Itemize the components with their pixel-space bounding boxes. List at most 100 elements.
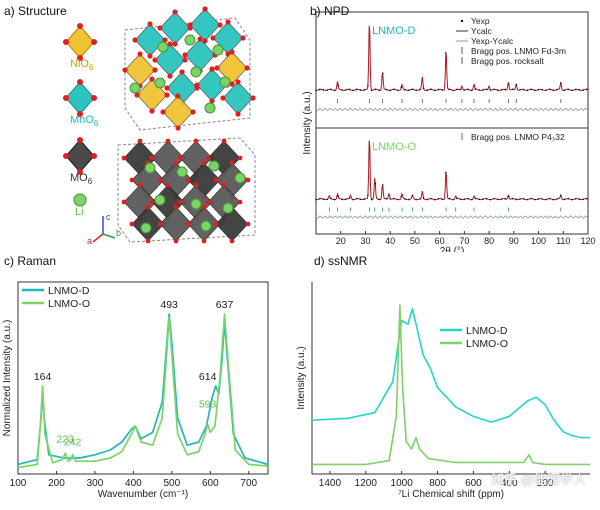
oxygen-atom [225,19,231,25]
npd-obs-point [433,89,436,92]
npd-obs-point [537,198,540,200]
oxygen-atom [167,41,173,47]
npd-frame [315,11,589,235]
npd-obs-point [415,198,417,201]
npd-obs-point [508,83,510,86]
npd-obs-point [367,84,369,87]
npd-obs-point [463,89,466,91]
npd-obs-point [482,198,484,201]
npd-obs-point [571,89,573,92]
npd-obs-point [404,198,406,200]
npd-obs-point [330,88,332,91]
x-axis-label: ⁷Li Chemical shift (ppm) [398,489,504,500]
oxygen-atom [229,81,235,87]
npd-obs-point [396,198,399,201]
npd-legend-text: Bragg pos. LNMO Fd-3m [471,46,566,56]
npd-obs-point [585,88,588,91]
oxygen-atom [217,22,223,28]
series-line-1 [312,304,590,466]
npd-obs-point [489,89,492,91]
npd-obs-point [548,197,551,200]
npd-obs-point [522,88,525,91]
oxygen-atom [229,238,235,244]
npd-obs-point [515,198,518,201]
series-line-0 [311,308,590,439]
npd-obs-point [467,197,469,200]
oxygen-atom [173,160,179,166]
npd-obs-point [359,198,362,201]
npd-obs-point [374,182,377,185]
npd-sample-label: LNMO-D [372,25,415,37]
oxygen-atom [244,65,250,71]
npd-obs-point [378,198,380,201]
npd-obs-point [567,197,570,200]
oxygen-atom [145,238,151,244]
axes-triad: c a b [87,212,121,246]
oxygen-atom [149,76,155,82]
octahedron-top-2 [187,6,223,44]
npd-obs-point [537,88,540,91]
npd-obs-point [430,197,432,200]
npd-x-tick-label: 100 [531,236,546,246]
oxygen-atom [165,182,171,188]
li-atom-top-2 [212,44,224,56]
npd-obs-point [530,88,532,91]
oxygen-atom [185,177,191,183]
raman-legend-label: LNMO-O [48,298,90,310]
npd-obs-point [337,84,340,87]
x-tick-label: 1200 [355,478,378,489]
oxygen-atom [201,238,207,244]
npd-obs-point [571,198,573,201]
npd-obs-point [548,88,551,91]
raman-peak-label: 493 [160,299,178,311]
npd-obs-point [344,198,347,201]
npd-obs-point [496,89,499,91]
raman-peak-label: 223 [57,433,75,445]
npd-obs-point [330,197,332,200]
raman-legend-label: LNMO-D [48,285,90,297]
x-tick-label: 800 [429,478,446,489]
npd-obs-point [445,52,447,54]
npd-obs-point [500,89,503,91]
oxygen-atom [182,57,188,63]
npd-obs-point [489,198,492,201]
oxygen-atom [160,109,166,115]
axis-b-label: b [116,228,121,238]
oxygen-atom [213,221,219,227]
npd-obs-point [563,198,566,201]
npd-obs-point [393,88,395,91]
octahedron-top-12 [160,93,196,131]
npd-x-tick-label: 110 [556,236,570,246]
li-atom-bottom-3 [234,172,246,184]
structure-title: a) Structure [4,4,67,18]
chart-frame [17,281,269,475]
x-tick-label: 1400 [319,478,342,489]
nio6-label: NiO6 [70,58,93,72]
nio6-legend-icon [63,23,97,61]
npd-obs-point [578,198,581,200]
npd-obs-point [485,88,488,91]
oxygen-atom [221,138,227,144]
li-atom-top-1 [184,34,196,46]
oxygen-atom [177,199,183,205]
disordered-crystal [117,137,256,244]
oxygen-atom [193,182,199,188]
npd-obs-point [574,197,577,200]
x-tick-label: 1000 [391,478,414,489]
oxygen-atom [157,221,163,227]
npd-obs-point [515,83,518,86]
raman-chart: 100 200 300 400 500 600 700 Wavenumber (cm⁻¹) No… [2,281,269,500]
npd-obs-point [381,72,384,74]
raman-title: c) Raman [4,254,57,268]
npd-obs-point [359,89,362,91]
npd-obs-point [433,198,436,201]
npd-obs-point [422,197,425,199]
x-tick-label: 500 [164,478,181,489]
npd-obs-point [511,88,514,91]
npd-obs-point [393,197,395,200]
npd-obs-point [322,198,325,200]
oxygen-atom [145,204,151,210]
npd-obs-point [404,88,406,91]
mno6-label-sub: 6 [93,119,99,129]
oxygen-atom [147,53,153,59]
